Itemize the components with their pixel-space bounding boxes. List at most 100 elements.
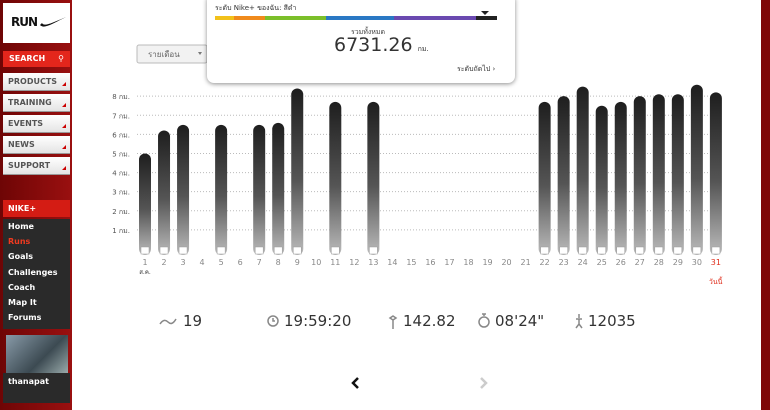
stat-pace: 08'24"	[495, 312, 545, 330]
x-tick-label: 31	[711, 258, 721, 267]
x-tick-label: 23	[559, 258, 569, 267]
logo[interactable]: RUN	[3, 3, 70, 43]
run-flag	[692, 246, 702, 255]
x-tick-label: 25	[597, 258, 607, 267]
run-flag	[654, 246, 664, 255]
x-tick-label: 12	[349, 258, 359, 267]
logo-text: RUN	[11, 15, 38, 29]
nav-link[interactable]: Forums	[8, 313, 42, 323]
x-tick-label: 24	[578, 258, 588, 267]
bar	[633, 96, 646, 256]
nav-link[interactable]: Map It	[8, 297, 37, 307]
bar	[538, 101, 551, 255]
sidebar: RUN SEARCH ⚲ PRODUCTS TRAINING EVENTS NEW…	[0, 0, 72, 410]
page-edge	[761, 0, 770, 410]
x-tick-label: 9	[295, 258, 300, 267]
bar	[576, 86, 589, 255]
y-tick-label: 6 กม.	[112, 131, 130, 139]
x-tick-label: 27	[635, 258, 645, 267]
run-flag	[292, 246, 302, 255]
run-flag	[673, 246, 683, 255]
menu-item[interactable]: PRODUCTS	[3, 73, 70, 91]
search-button[interactable]: SEARCH ⚲	[3, 51, 70, 67]
next-arrow[interactable]	[480, 377, 488, 389]
stat-icons	[159, 313, 583, 329]
nav-link[interactable]: Coach	[8, 282, 36, 292]
bar	[177, 124, 190, 256]
menu-item[interactable]: EVENTS	[3, 115, 70, 133]
run-flag	[597, 246, 606, 255]
stat-duration: 19:59:20	[284, 312, 352, 330]
x-tick-label: 6	[238, 258, 243, 267]
bar	[253, 124, 266, 256]
y-tick-label: 1 กม.	[112, 227, 130, 235]
bar	[215, 124, 228, 256]
x-tick-label: 10	[311, 258, 321, 267]
menu-item[interactable]: TRAINING	[3, 94, 70, 112]
run-flag	[369, 246, 378, 255]
bar	[158, 130, 171, 255]
x-tick-label: 30	[692, 258, 702, 267]
run-flag	[178, 246, 188, 255]
avatar[interactable]	[6, 335, 68, 373]
total-value: 6731.26	[334, 34, 413, 56]
x-tick-label: 19	[482, 258, 492, 267]
nav-panel: Home Runs Goals Challenges Coach Map It …	[3, 219, 70, 329]
bar	[367, 101, 380, 255]
nav-link[interactable]: Goals	[8, 252, 33, 262]
search-label: SEARCH	[9, 54, 46, 63]
menu-item[interactable]: NEWS	[3, 136, 70, 154]
dropdown-label: รายเดือน	[148, 50, 180, 59]
stat-distance: 142.82	[403, 312, 456, 330]
nav-link[interactable]: Challenges	[8, 267, 58, 277]
run-flag	[616, 246, 625, 255]
bar	[671, 94, 684, 256]
run-flag	[331, 246, 340, 255]
x-tick-label: 16	[425, 258, 435, 267]
run-flag	[635, 246, 645, 255]
level-bar	[215, 11, 497, 20]
bar	[329, 101, 342, 255]
x-tick-label: 14	[387, 258, 397, 267]
nav-link[interactable]: Runs	[8, 237, 31, 247]
y-tick-label: 7 กม.	[112, 112, 130, 120]
swoosh	[40, 17, 66, 27]
bar	[709, 92, 722, 255]
section-header[interactable]: NIKE+	[3, 200, 70, 217]
bar	[595, 105, 608, 255]
x-tick-label: 26	[616, 258, 626, 267]
total-label: รวมทั้งหมด	[350, 28, 386, 36]
month-label: ส.ค.	[139, 269, 151, 276]
run-flag	[559, 246, 568, 255]
menu-item[interactable]: SUPPORT	[3, 157, 70, 175]
x-tick-label: 20	[501, 258, 511, 267]
popup-title: ระดับ Nike+ ของฉัน: สีดำ	[215, 4, 297, 12]
x-tick-label: 28	[654, 258, 664, 267]
x-tick-label: 8	[276, 258, 281, 267]
x-tick-label: 17	[444, 258, 454, 267]
bar	[139, 153, 151, 255]
username[interactable]: thanapat	[3, 373, 70, 403]
run-flag	[140, 246, 150, 255]
stat-calories: 12035	[588, 312, 636, 330]
total: 6731.26 กม.	[334, 34, 429, 56]
bar	[291, 88, 304, 255]
level-popup: ระดับ Nike+ ของฉัน: สีดำ รวมทั้งหมด 6731…	[207, 0, 515, 83]
x-tick-label: 2	[161, 258, 166, 267]
y-tick-label: 4 กม.	[112, 170, 130, 178]
run-flag	[711, 246, 721, 255]
total-unit: กม.	[417, 45, 429, 53]
next-level-link[interactable]: ระดับถัดไป ›	[457, 65, 496, 73]
x-tick-label: 11	[330, 258, 340, 267]
x-tick-label: 13	[368, 258, 378, 267]
x-tick-label: 22	[540, 258, 550, 267]
x-tick-label: 15	[406, 258, 416, 267]
prev-arrow[interactable]	[351, 377, 359, 389]
run-flag	[540, 246, 549, 255]
nav-link[interactable]: Home	[8, 222, 34, 231]
today-label: วันนี้	[709, 275, 723, 286]
run-flag	[159, 246, 169, 255]
bar	[557, 96, 570, 256]
bar	[272, 122, 285, 255]
